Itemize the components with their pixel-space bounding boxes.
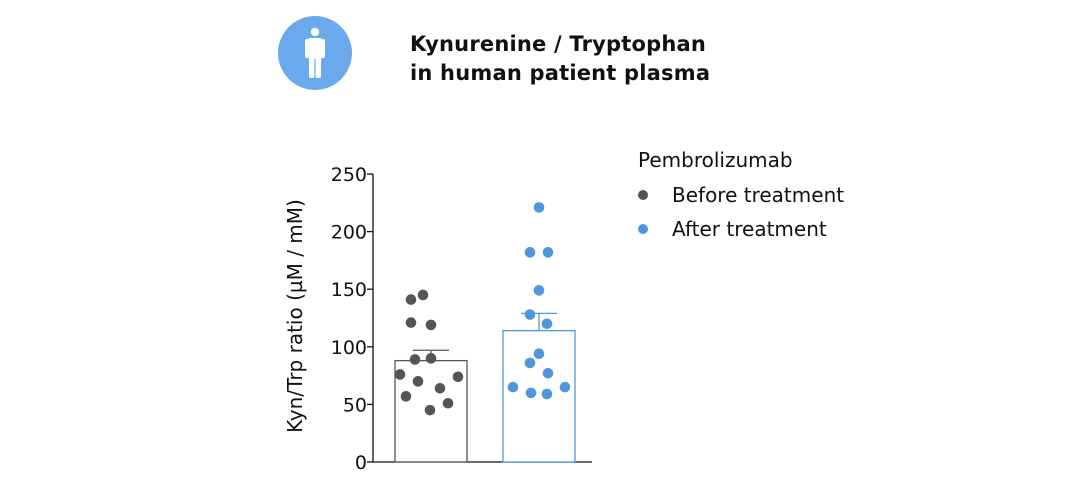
data-point-before	[406, 317, 417, 328]
legend-label-after: After treatment	[672, 217, 827, 241]
data-point-before	[395, 369, 406, 380]
legend-dot-before	[638, 190, 648, 200]
legend-label-before: Before treatment	[672, 183, 844, 207]
y-tick-label: 250	[331, 164, 367, 186]
data-point-before	[413, 376, 424, 387]
legend-dot-after	[638, 224, 648, 234]
legend: Pembrolizumab Before treatment After tre…	[638, 146, 844, 246]
data-point-after	[508, 382, 519, 393]
data-point-before	[426, 320, 437, 331]
data-point-after	[560, 382, 571, 393]
legend-item-after: After treatment	[638, 212, 844, 246]
data-point-before	[443, 398, 454, 409]
y-tick-label: 0	[355, 452, 367, 474]
y-tick-label: 200	[331, 222, 367, 244]
data-point-after	[543, 368, 554, 379]
data-point-after	[526, 388, 537, 399]
data-point-after	[534, 348, 545, 359]
data-point-before	[435, 383, 446, 394]
data-point-before	[453, 371, 464, 382]
data-point-after	[525, 309, 536, 320]
data-point-after	[542, 389, 553, 400]
legend-title: Pembrolizumab	[638, 146, 844, 174]
data-point-before	[425, 405, 436, 416]
y-tick-label: 100	[331, 337, 367, 359]
y-tick-label: 50	[343, 394, 367, 416]
data-point-before	[410, 354, 421, 365]
y-tick-label: 150	[331, 279, 367, 301]
data-point-before	[418, 290, 429, 301]
data-point-before	[426, 353, 437, 364]
data-point-after	[534, 285, 545, 296]
data-point-after	[534, 202, 545, 213]
data-point-after	[525, 358, 536, 369]
legend-item-before: Before treatment	[638, 178, 844, 212]
data-point-after	[543, 247, 554, 258]
data-point-after	[542, 318, 553, 329]
data-point-before	[401, 391, 412, 402]
y-axis-label: Kyn/Trp ratio (µM / mM)	[283, 199, 307, 433]
data-point-before	[406, 294, 417, 305]
data-point-after	[525, 247, 536, 258]
